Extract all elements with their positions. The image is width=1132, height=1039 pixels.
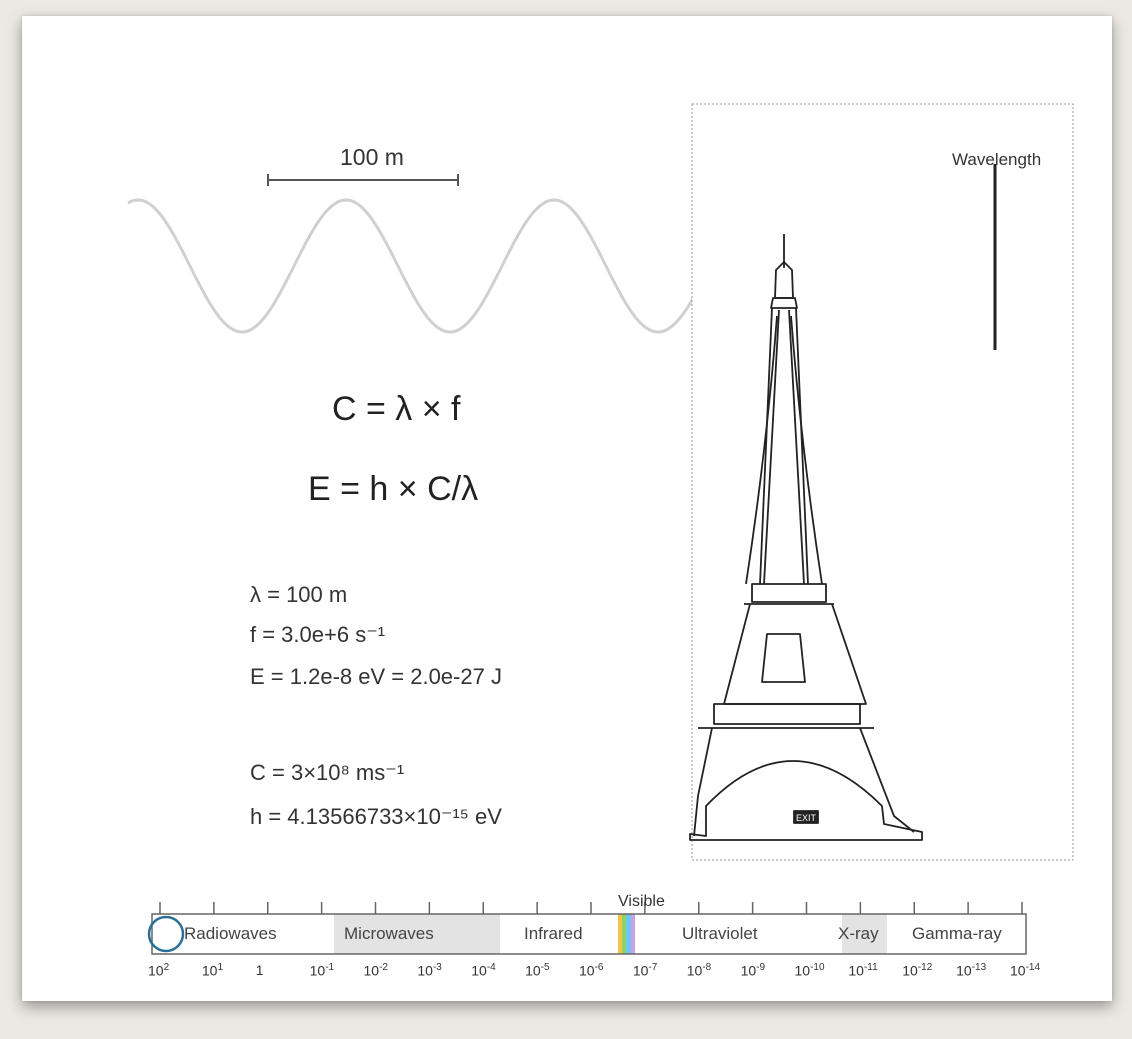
- tick-label-exponent: -14: [1025, 962, 1041, 973]
- tick-label-exponent: -4: [486, 962, 496, 973]
- exit-sign: EXIT: [796, 813, 817, 823]
- tick-label-base: 10: [525, 962, 541, 979]
- diagram-canvas: EXIT: [127, 103, 1074, 955]
- tick-label-base: 10: [417, 962, 433, 979]
- tick-label: 10-4: [471, 962, 495, 979]
- sine-wave: [127, 198, 696, 334]
- tick-label: 10-7: [633, 962, 657, 979]
- tick-label-base: 10: [632, 962, 649, 979]
- band-gamma-ray: Gamma-ray: [912, 924, 1002, 943]
- microwaves-band-fill: [334, 914, 500, 954]
- tick-label-exponent: -3: [432, 962, 442, 973]
- selected-wavelength-marker[interactable]: [147, 915, 185, 953]
- tick-label-base: 10: [363, 962, 380, 979]
- tick-label-exponent: -5: [540, 962, 550, 973]
- tick-label: 10-9: [741, 962, 765, 979]
- tick-label: 10-11: [848, 962, 877, 979]
- band-radiowaves: Radiowaves: [184, 924, 277, 943]
- tick-label: 1: [256, 962, 264, 978]
- tick-label-base: 1: [255, 962, 264, 978]
- tick-label-exponent: -7: [648, 962, 658, 973]
- tick-label-base: 10: [902, 962, 918, 979]
- tick-label-base: 10: [956, 962, 972, 979]
- tick-label-base: 10: [579, 962, 595, 979]
- frequency-value: f = 3.0e+6 s⁻¹: [250, 622, 386, 647]
- eiffel-tower-drawing: [689, 234, 923, 841]
- tick-label-exponent: -1: [325, 962, 335, 973]
- tick-label-exponent: -9: [756, 962, 766, 973]
- tick-label-exponent: 2: [163, 962, 170, 973]
- band-ultraviolet: Ultraviolet: [682, 924, 758, 943]
- wavelength-label: Wavelength: [952, 150, 1042, 169]
- spectrum-ticks: [159, 902, 1023, 914]
- scale-bar: [267, 174, 459, 186]
- tick-label-base: 10: [794, 962, 811, 979]
- tick-label: 10-14: [1010, 962, 1040, 979]
- tick-label-base: 10: [1010, 962, 1026, 979]
- tick-label-base: 10: [309, 962, 326, 979]
- object-panel-frame: [691, 103, 1074, 861]
- tick-label-exponent: 1: [217, 962, 224, 973]
- x-ray-band-fill: [842, 914, 887, 954]
- scale-bar-label: 100 m: [340, 144, 404, 170]
- tick-label: 10-12: [902, 962, 932, 979]
- tick-label-exponent: -10: [810, 962, 825, 973]
- lambda-value: λ = 100 m: [250, 582, 348, 607]
- tick-label: 10-2: [364, 962, 388, 979]
- tick-label-exponent: -12: [917, 962, 933, 973]
- tick-label-base: 10: [148, 962, 164, 979]
- tick-label: 10-10: [795, 962, 825, 979]
- visible-label: Visible: [618, 893, 665, 910]
- tick-label: 10-5: [525, 962, 549, 979]
- tick-label-exponent: -13: [971, 962, 987, 973]
- tick-label-exponent: -11: [863, 962, 878, 973]
- tick-label-exponent: -8: [702, 962, 712, 973]
- tick-label: 10-1: [310, 962, 334, 979]
- tick-label: 10-3: [417, 962, 441, 979]
- energy-value: E = 1.2e-8 eV = 2.0e-27 J: [250, 664, 502, 689]
- tick-label-exponent: -6: [594, 962, 604, 973]
- speed-equation: C = λ × f: [332, 390, 461, 428]
- planck-constant-value: h = 4.13566733×10⁻¹⁵ eV: [250, 804, 502, 829]
- band-x-ray: X-ray: [838, 924, 879, 943]
- band-microwaves: Microwaves: [344, 924, 434, 943]
- tick-label: 10-6: [579, 962, 603, 979]
- spectrum-outline: [151, 913, 1027, 955]
- tick-label-base: 10: [471, 962, 487, 979]
- tick-label: 10-13: [956, 962, 986, 979]
- tick-label-base: 10: [201, 962, 218, 979]
- tick-label-base: 10: [740, 962, 757, 979]
- speed-constant-value: C = 3×10⁸ ms⁻¹: [250, 760, 405, 785]
- energy-equation: E = h × C/λ: [308, 470, 479, 508]
- tick-label: 101: [202, 962, 223, 979]
- band-infrared: Infrared: [524, 924, 583, 943]
- tick-label-exponent: -2: [379, 962, 388, 973]
- visible-strip: [618, 914, 635, 954]
- tick-label-base: 10: [848, 962, 864, 979]
- spectrum-bar: [147, 902, 1027, 955]
- tick-label-base: 10: [686, 962, 703, 979]
- diagram-card: EXIT 100 m C = λ × f E = h × C/λ λ = 100…: [22, 16, 1112, 1001]
- tick-label: 10-8: [687, 962, 711, 979]
- tick-label: 102: [148, 962, 169, 979]
